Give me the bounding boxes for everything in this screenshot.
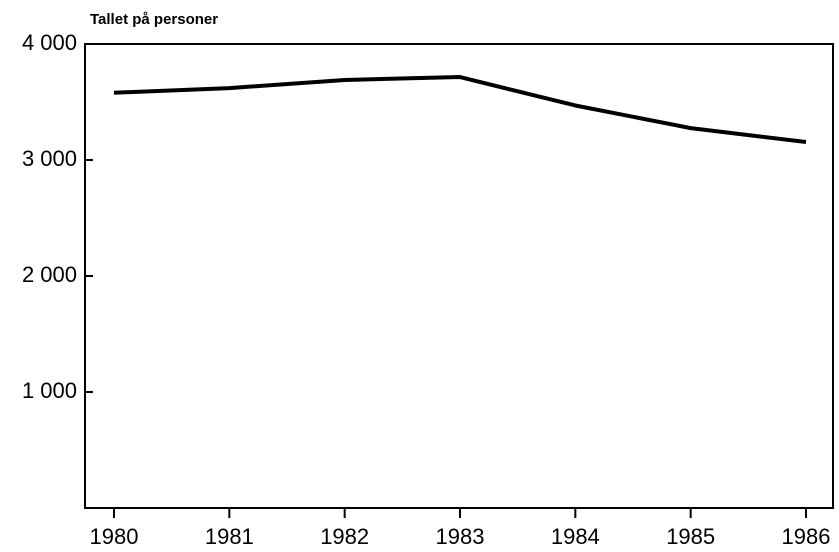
x-tick-label: 1983 bbox=[436, 524, 485, 549]
x-tick-label: 1982 bbox=[320, 524, 369, 549]
x-tick-label: 1985 bbox=[666, 524, 715, 549]
x-tick-label: 1981 bbox=[205, 524, 254, 549]
y-tick-label: 2 000 bbox=[22, 262, 77, 287]
x-tick-label: 1986 bbox=[782, 524, 831, 549]
x-tick-label: 1980 bbox=[90, 524, 139, 549]
y-tick-label: 4 000 bbox=[22, 30, 77, 55]
x-tick-label: 1984 bbox=[551, 524, 600, 549]
plot-frame bbox=[84, 43, 834, 509]
y-axis-label: Tallet på personer bbox=[90, 11, 218, 28]
y-tick-label: 1 000 bbox=[22, 378, 77, 403]
y-tick-label: 3 000 bbox=[22, 146, 77, 171]
line-series bbox=[113, 75, 807, 145]
